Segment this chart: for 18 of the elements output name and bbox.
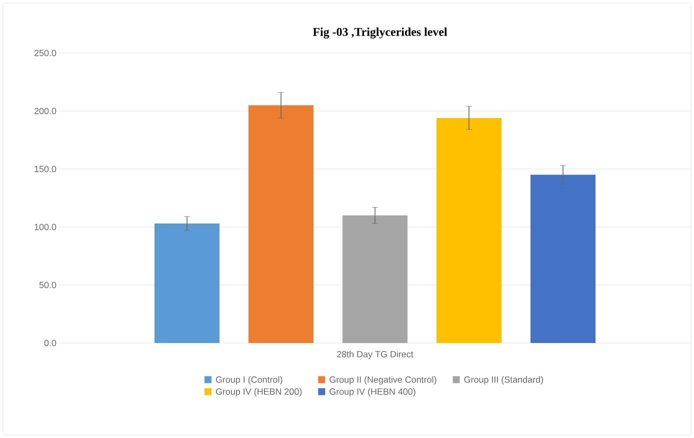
bar [342, 215, 408, 343]
bar [154, 224, 220, 343]
y-tick-label: 200.0 [34, 108, 56, 114]
y-tick-label: 250.0 [34, 50, 56, 56]
bar [530, 174, 596, 343]
legend-label: Group I (Control) [216, 376, 282, 385]
legend-label: Group IV (HEBN 400) [330, 388, 416, 397]
y-tick-label: 0.0 [44, 340, 56, 346]
bar [436, 118, 502, 343]
bar [248, 105, 314, 343]
x-tick-label: 28th Day TG Direct [337, 350, 414, 360]
y-tick-label: 100.0 [34, 224, 56, 230]
y-tick-label: 150.0 [34, 166, 56, 172]
legend-label: Group II (Negative Control) [330, 376, 436, 385]
chart-title: Fig -03 ,Triglycerides level [312, 28, 448, 38]
legend-label: Group III (Standard) [464, 376, 543, 385]
legend-label: Group IV (HEBN 200) [216, 388, 302, 397]
y-tick-label: 50.0 [39, 282, 56, 288]
